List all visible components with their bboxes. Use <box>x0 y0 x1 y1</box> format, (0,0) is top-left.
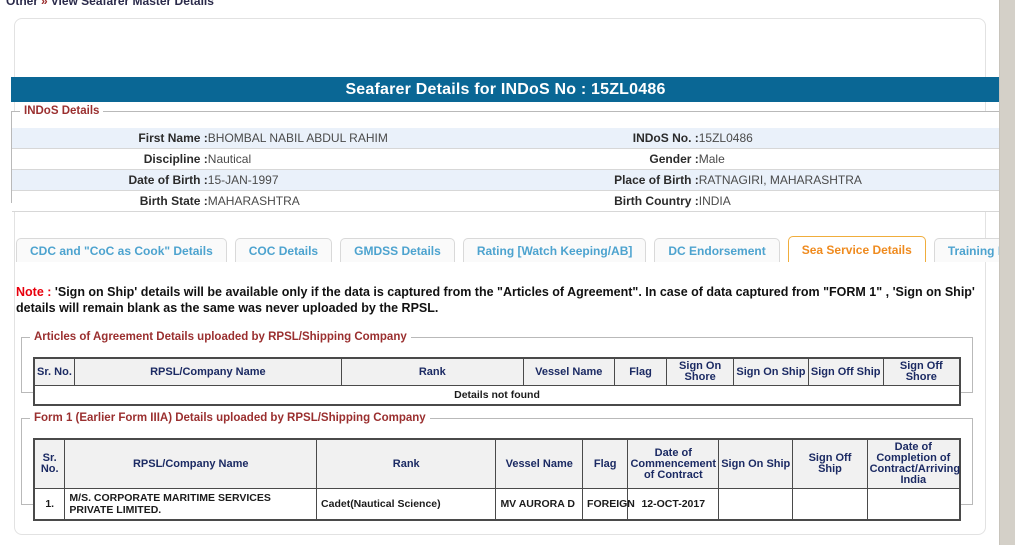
first-name-value: BHOMBAL NABIL ABDUL RAHIM <box>207 128 503 149</box>
details-not-found-message: Details not found <box>33 385 961 406</box>
articles-of-agreement-legend: Articles of Agreement Details uploaded b… <box>34 331 407 343</box>
form1-section: Form 1 (Earlier Form IIIA) Details uploa… <box>21 412 973 521</box>
indos-row: Discipline : Nautical Gender : Male <box>12 148 999 170</box>
col-rpsl-company-name: RPSL/Company Name <box>64 438 318 489</box>
tab-gmdss-details[interactable]: GMDSS Details <box>340 238 455 262</box>
tab-coc-details[interactable]: COC Details <box>234 238 333 262</box>
table-header-row: Sr. No. RPSL/Company Name Rank Vessel Na… <box>33 438 961 489</box>
note-text: Note : 'Sign on Ship' details will be av… <box>16 284 988 316</box>
birth-state-value: MAHARASHTRA <box>207 190 503 212</box>
cell-completion-date <box>866 488 961 521</box>
note-label: Note : <box>16 285 52 299</box>
birth-country-value: INDIA <box>698 190 999 212</box>
place-of-birth-value: RATNAGIRI, MAHARASHTRA <box>698 169 999 191</box>
breadcrumb: Other» View Seafarer Master Details <box>6 0 214 8</box>
tab-sea-service-details[interactable]: Sea Service Details <box>787 236 926 262</box>
col-date-of-completion-of-contract: Date of Completion of Contract/Arriving … <box>866 438 961 489</box>
col-flag: Flag <box>613 357 668 386</box>
col-sign-off-shore: Sign Off Shore <box>882 357 961 386</box>
cell-vessel: MV AURORA D <box>495 488 584 521</box>
tab-dc-endorsement[interactable]: DC Endorsement <box>654 238 780 262</box>
birth-state-label: Birth State : <box>12 190 208 212</box>
cell-sign-on-ship <box>718 488 794 521</box>
gender-value: Male <box>698 148 999 170</box>
indos-details-section: INDoS Details First Name : BHOMBAL NABIL… <box>11 105 1000 212</box>
first-name-label: First Name : <box>12 128 208 149</box>
breadcrumb-separator-icon: » <box>41 0 48 8</box>
indos-details-grid: First Name : BHOMBAL NABIL ABDUL RAHIM I… <box>12 128 999 212</box>
breadcrumb-current: View Seafarer Master Details <box>50 0 214 8</box>
articles-of-agreement-section: Articles of Agreement Details uploaded b… <box>21 331 973 406</box>
indos-row: First Name : BHOMBAL NABIL ABDUL RAHIM I… <box>12 128 999 149</box>
table-row: 1. M/S. CORPORATE MARITIME SERVICES PRIV… <box>33 488 961 521</box>
col-sign-on-ship: Sign On Ship <box>733 357 809 386</box>
form1-legend: Form 1 (Earlier Form IIIA) Details uploa… <box>34 412 426 424</box>
tab-rating-watch-keeping-ab[interactable]: Rating [Watch Keeping/AB] <box>462 238 647 262</box>
breadcrumb-root[interactable]: Other <box>6 0 39 8</box>
cell-company: M/S. CORPORATE MARITIME SERVICES PRIVATE… <box>64 488 318 521</box>
indos-row: Date of Birth : 15-JAN-1997 Place of Bir… <box>12 169 999 191</box>
indos-row: Birth State : MAHARASHTRA Birth Country … <box>12 190 999 212</box>
col-sign-on-ship: Sign On Ship <box>718 438 794 489</box>
col-sign-on-shore: Sign On Shore <box>666 357 734 386</box>
page-title: Seafarer Details for INDoS No : 15ZL0486 <box>11 77 1000 102</box>
cell-rank: Cadet(Nautical Science) <box>316 488 497 521</box>
col-vessel-name: Vessel Name <box>495 438 584 489</box>
vertical-scrollbar[interactable] <box>999 0 1015 545</box>
discipline-value: Nautical <box>207 148 503 170</box>
discipline-label: Discipline : <box>12 148 208 170</box>
cell-sign-off-ship <box>792 488 868 521</box>
birth-country-label: Birth Country : <box>502 190 699 212</box>
col-sr-no: Sr. No. <box>33 438 66 489</box>
col-date-of-commencement-of-contract: Date of Commencement of Contract <box>627 438 720 489</box>
note-body: 'Sign on Ship' details will be available… <box>16 285 975 315</box>
col-sign-off-ship: Sign Off Ship <box>807 357 884 386</box>
table-empty-row: Details not found <box>33 385 961 406</box>
tab-cdc-and-coc-as-cook-details[interactable]: CDC and "CoC as Cook" Details <box>16 238 227 262</box>
col-vessel-name: Vessel Name <box>522 357 615 386</box>
col-rpsl-company-name: RPSL/Company Name <box>73 357 342 386</box>
indos-no-value: 15ZL0486 <box>698 128 999 149</box>
col-rank: Rank <box>316 438 497 489</box>
date-of-birth-value: 15-JAN-1997 <box>207 169 503 191</box>
cell-sr-no: 1. <box>33 488 66 521</box>
col-rank: Rank <box>340 357 524 386</box>
indos-details-legend: INDoS Details <box>24 105 100 117</box>
date-of-birth-label: Date of Birth : <box>12 169 208 191</box>
form1-table: Sr. No. RPSL/Company Name Rank Vessel Na… <box>33 438 961 521</box>
col-sign-off-ship: Sign Off Ship <box>792 438 868 489</box>
gender-label: Gender : <box>502 148 699 170</box>
tab-strip: CDC and "CoC as Cook" Details COC Detail… <box>16 236 1015 262</box>
articles-of-agreement-table: Sr. No. RPSL/Company Name Rank Vessel Na… <box>33 357 961 406</box>
cell-commencement-date: 12-OCT-2017 <box>627 488 720 521</box>
cell-flag: FOREIGN <box>582 488 635 521</box>
indos-no-label: INDoS No. : <box>502 128 699 149</box>
place-of-birth-label: Place of Birth : <box>502 169 699 191</box>
table-header-row: Sr. No. RPSL/Company Name Rank Vessel Na… <box>33 357 961 386</box>
col-flag: Flag <box>582 438 629 489</box>
col-sr-no: Sr. No. <box>33 357 75 386</box>
